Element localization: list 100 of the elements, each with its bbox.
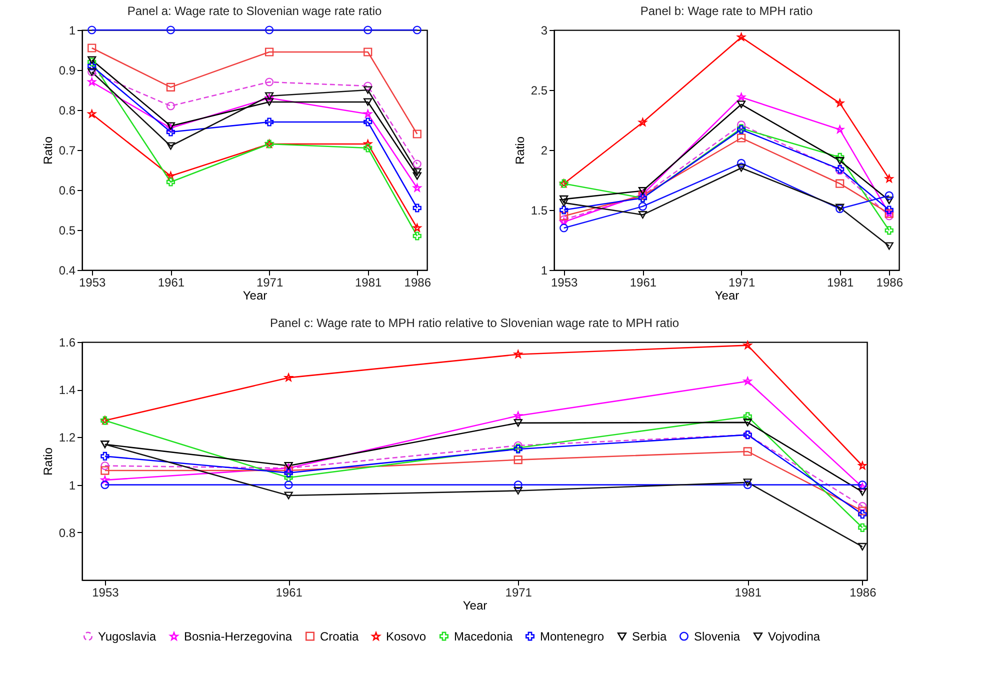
point <box>884 242 894 250</box>
y-tick-label: 1 <box>540 264 548 278</box>
point <box>166 122 176 130</box>
point <box>413 184 422 192</box>
point <box>560 218 568 226</box>
y-tick-label: 0.4 <box>58 264 76 278</box>
point <box>166 102 176 110</box>
point <box>744 341 752 349</box>
point <box>514 480 522 490</box>
point <box>364 98 372 106</box>
point <box>264 118 274 126</box>
point <box>858 461 867 470</box>
point <box>166 82 176 92</box>
point <box>884 191 894 200</box>
point <box>858 488 867 496</box>
chart-title: Panel b: Wage rate to MPH ratio <box>640 4 813 18</box>
point <box>166 26 176 34</box>
point <box>737 32 746 41</box>
x-tick-label: 1981 <box>827 276 854 290</box>
point <box>100 476 110 484</box>
point <box>412 130 422 138</box>
point <box>284 480 293 490</box>
y-tick-label: 0.7 <box>58 144 76 158</box>
point <box>884 212 894 220</box>
point <box>737 92 746 101</box>
point <box>736 134 746 142</box>
point <box>264 48 274 56</box>
point <box>858 542 867 550</box>
legend-label: Slovenia <box>694 629 740 644</box>
y-tick-label: 2.5 <box>530 84 548 98</box>
legend-label: Vojvodina <box>768 630 820 644</box>
point <box>284 373 293 382</box>
x-tick-label: 1953 <box>79 276 106 290</box>
point <box>743 447 752 456</box>
y-tick-label: 0.5 <box>58 224 76 238</box>
legend-label: Yugoslavia <box>98 629 156 644</box>
point <box>560 215 568 224</box>
point <box>743 478 752 486</box>
y-axis-title: Ratio <box>512 136 527 165</box>
point <box>166 142 176 150</box>
point <box>412 168 422 176</box>
x-tick-label: 1961 <box>276 586 303 600</box>
point <box>743 418 752 426</box>
point <box>364 110 372 118</box>
point <box>514 411 522 420</box>
point <box>858 523 867 532</box>
point <box>88 78 96 86</box>
point <box>884 226 894 235</box>
point <box>744 376 752 385</box>
point <box>364 86 372 94</box>
point <box>836 98 844 107</box>
point <box>264 78 274 86</box>
point <box>743 480 752 490</box>
point <box>514 486 522 495</box>
point <box>412 204 422 212</box>
point <box>284 492 293 500</box>
x-tick-label: 1981 <box>355 276 382 290</box>
point <box>836 125 844 134</box>
point <box>166 128 176 136</box>
point <box>88 56 96 64</box>
legend-label: Macedonia <box>454 629 514 644</box>
point <box>560 206 568 214</box>
point <box>412 172 422 180</box>
point <box>100 480 110 490</box>
x-axis-title: Year <box>714 288 740 302</box>
point <box>284 468 293 478</box>
point <box>88 110 96 118</box>
point <box>284 473 293 482</box>
point <box>743 412 752 421</box>
x-tick-label: 1971 <box>505 586 532 600</box>
point <box>884 206 894 214</box>
legend-label: Bosnia-Herzegovina <box>184 630 292 644</box>
legend-label: Montenegro <box>540 629 604 644</box>
point <box>560 198 568 207</box>
y-tick-label: 1.6 <box>58 336 76 350</box>
point <box>100 461 110 470</box>
point <box>884 196 894 204</box>
point <box>858 506 867 516</box>
point <box>364 144 372 152</box>
point <box>100 466 110 475</box>
x-tick-label: 1953 <box>551 276 578 290</box>
point <box>736 100 746 108</box>
y-tick-label: 0.8 <box>58 526 76 540</box>
y-tick-label: 1.5 <box>530 204 548 218</box>
point <box>858 480 867 490</box>
point <box>736 158 746 168</box>
point <box>412 232 422 240</box>
point <box>560 224 568 232</box>
point <box>560 195 568 204</box>
x-tick-label: 1971 <box>256 276 284 290</box>
point <box>412 26 422 34</box>
point <box>364 26 372 34</box>
point <box>836 152 844 162</box>
x-tick-label: 1981 <box>734 586 762 600</box>
y-tick-label: 0.9 <box>58 64 76 78</box>
y-tick-label: 0.6 <box>58 184 76 198</box>
x-axis-title: Year <box>462 598 488 612</box>
point <box>514 441 522 450</box>
point <box>736 120 746 130</box>
legend-label: Serbia <box>632 630 668 644</box>
